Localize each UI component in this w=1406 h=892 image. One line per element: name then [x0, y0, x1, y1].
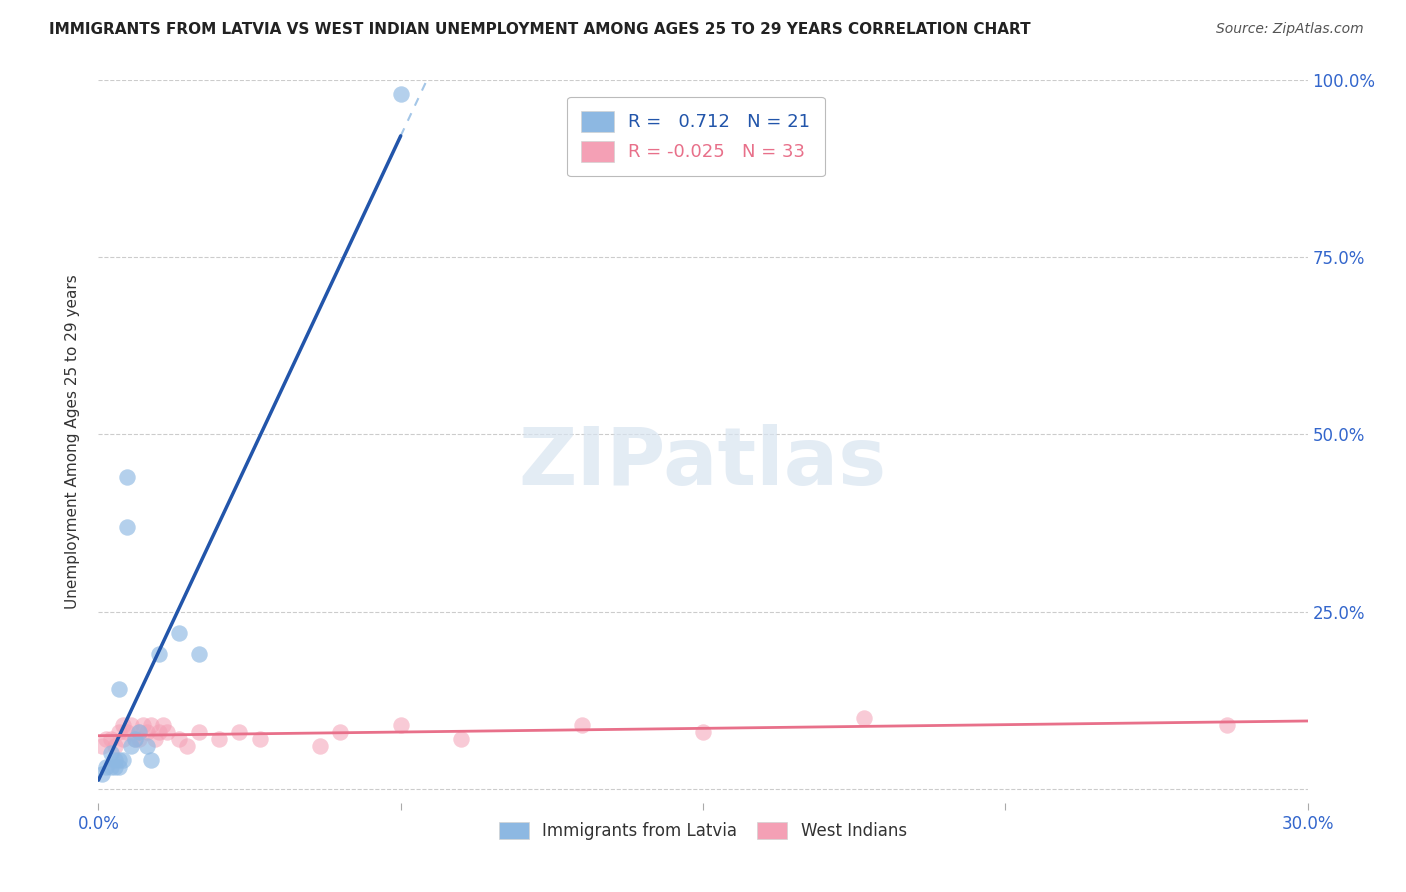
Point: [853, 711, 876, 725]
Point: [139, 753, 162, 767]
Point: [120, 739, 142, 753]
Point: [107, 725, 129, 739]
Point: [100, 746, 122, 760]
Point: [389, 718, 412, 732]
Point: [91, 767, 114, 781]
Point: [692, 725, 714, 739]
Point: [96, 732, 118, 747]
Point: [571, 718, 593, 732]
Point: [100, 732, 122, 747]
Text: IMMIGRANTS FROM LATVIA VS WEST INDIAN UNEMPLOYMENT AMONG AGES 25 TO 29 YEARS COR: IMMIGRANTS FROM LATVIA VS WEST INDIAN UN…: [49, 22, 1031, 37]
Point: [135, 725, 157, 739]
Point: [128, 732, 150, 747]
Point: [132, 718, 155, 732]
Point: [309, 739, 332, 753]
Point: [148, 647, 170, 661]
Point: [329, 725, 352, 739]
Y-axis label: Unemployment Among Ages 25 to 29 years: Unemployment Among Ages 25 to 29 years: [65, 274, 80, 609]
Point: [156, 725, 179, 739]
Point: [100, 760, 122, 774]
Point: [107, 682, 129, 697]
Text: Source: ZipAtlas.com: Source: ZipAtlas.com: [1216, 22, 1364, 37]
Text: ZIPatlas: ZIPatlas: [519, 425, 887, 502]
Point: [249, 732, 271, 747]
Point: [188, 725, 211, 739]
Point: [128, 725, 150, 739]
Point: [124, 732, 146, 747]
Point: [124, 732, 146, 747]
Legend: Immigrants from Latvia, West Indians: Immigrants from Latvia, West Indians: [491, 814, 915, 848]
Point: [115, 725, 138, 739]
Point: [120, 718, 142, 732]
Point: [148, 725, 170, 739]
Point: [96, 760, 118, 774]
Point: [107, 760, 129, 774]
Point: [139, 718, 162, 732]
Point: [450, 732, 472, 747]
Point: [167, 732, 190, 747]
Point: [143, 732, 166, 747]
Point: [128, 725, 150, 739]
Point: [176, 739, 198, 753]
Point: [135, 739, 157, 753]
Point: [208, 732, 231, 747]
Point: [103, 739, 125, 753]
Point: [228, 725, 250, 739]
Point: [111, 732, 134, 747]
Point: [1216, 718, 1239, 732]
Point: [111, 718, 134, 732]
Point: [111, 753, 134, 767]
Point: [167, 625, 190, 640]
Point: [152, 718, 174, 732]
Point: [107, 753, 129, 767]
Point: [103, 760, 125, 774]
Point: [188, 647, 211, 661]
Point: [115, 470, 138, 484]
Point: [91, 739, 114, 753]
Point: [103, 753, 125, 767]
Point: [389, 87, 412, 102]
Point: [115, 519, 138, 533]
